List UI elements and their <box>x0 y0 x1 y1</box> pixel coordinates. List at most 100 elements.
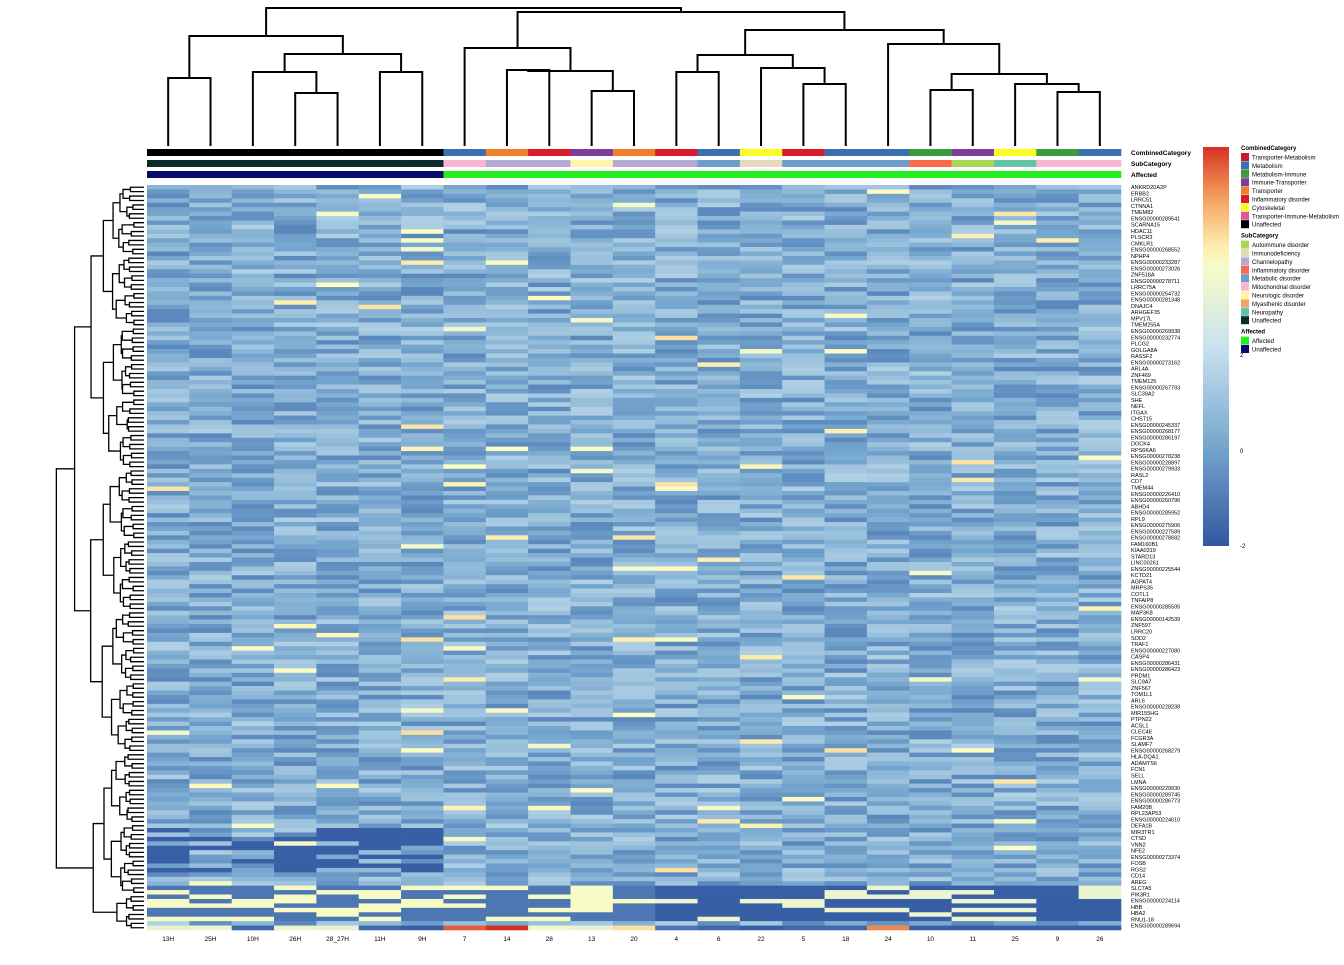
heatmap-cell <box>612 739 656 745</box>
heatmap-cell <box>739 823 783 829</box>
heatmap-cell <box>697 486 741 492</box>
heatmap-cell <box>401 322 444 328</box>
heatmap-cell <box>824 535 868 541</box>
heatmap-cell <box>528 309 571 314</box>
heatmap-cell <box>951 411 995 416</box>
heatmap-cell <box>909 801 952 807</box>
heatmap-cell <box>570 486 614 492</box>
heatmap-cell <box>909 925 952 931</box>
heatmap-cell <box>485 819 529 824</box>
heatmap-cell <box>189 495 232 501</box>
heatmap-cell <box>274 216 317 221</box>
heatmap-cell <box>401 530 444 536</box>
heatmap-cell <box>909 814 952 820</box>
heatmap-cell <box>782 286 825 292</box>
heatmap-cell <box>951 499 995 505</box>
heatmap-cell <box>147 832 190 838</box>
heatmap-cell <box>909 677 952 682</box>
heatmap-cell <box>443 907 487 913</box>
heatmap-cell <box>655 801 698 807</box>
heatmap-cell <box>528 282 571 288</box>
heatmap-cell <box>443 796 487 802</box>
heatmap-cell <box>655 774 698 780</box>
heatmap-cell <box>485 912 529 917</box>
heatmap-cell <box>612 393 656 399</box>
heatmap-cell <box>528 202 571 208</box>
heatmap-cell <box>866 699 910 705</box>
heatmap-cell <box>485 566 529 572</box>
heatmap-cell <box>1078 579 1122 585</box>
row-label: ENSG00000273374 <box>1131 855 1180 861</box>
heatmap-cell <box>316 650 360 656</box>
heatmap-cell <box>824 490 868 496</box>
heatmap-cell <box>570 295 614 301</box>
heatmap-cell <box>824 397 868 403</box>
heatmap-cell <box>443 424 487 430</box>
heatmap-cell <box>739 544 783 549</box>
heatmap-cell <box>401 490 444 496</box>
heatmap-cell <box>612 841 656 847</box>
heatmap-cell <box>401 468 444 474</box>
heatmap-cell <box>231 508 275 514</box>
row-dendrogram-link <box>132 665 144 672</box>
heatmap-cell <box>401 451 444 456</box>
heatmap-cell <box>316 238 360 243</box>
heatmap-cell <box>993 677 1037 682</box>
heatmap-cell <box>951 357 995 363</box>
heatmap-cell <box>866 411 910 416</box>
heatmap-cell <box>274 251 317 257</box>
heatmap-cell <box>951 867 995 873</box>
heatmap-cell <box>824 610 868 616</box>
heatmap-cell <box>697 681 741 687</box>
heatmap-cell <box>1036 247 1079 252</box>
heatmap-cell <box>697 247 741 252</box>
heatmap-cell <box>1036 876 1079 882</box>
heatmap-cell <box>782 912 825 917</box>
heatmap-cell <box>782 189 825 195</box>
heatmap-cell <box>274 535 317 541</box>
heatmap-cell <box>697 548 741 554</box>
heatmap-cell <box>570 344 614 350</box>
heatmap-cell <box>993 238 1037 243</box>
heatmap-cell <box>147 566 190 572</box>
heatmap-cell <box>316 185 360 190</box>
heatmap-cell <box>655 686 698 691</box>
heatmap-cell <box>528 264 571 270</box>
heatmap-cell <box>739 189 783 195</box>
heatmap-cell <box>528 357 571 363</box>
heatmap-cell <box>739 805 783 811</box>
heatmap-cell <box>655 233 698 239</box>
heatmap-cell <box>1078 242 1122 248</box>
heatmap-cell <box>231 659 275 665</box>
heatmap-cell <box>358 428 402 434</box>
heatmap-cell <box>274 433 317 439</box>
heatmap-cell <box>401 420 444 425</box>
heatmap-cell <box>866 318 910 323</box>
heatmap-cell <box>739 619 783 625</box>
heatmap-cell <box>443 437 487 443</box>
heatmap-cell <box>993 415 1037 421</box>
heatmap-cell <box>1078 885 1122 891</box>
heatmap-cell <box>147 646 190 651</box>
heatmap-cell <box>401 681 444 687</box>
heatmap-cell <box>570 659 614 665</box>
annotation-cell <box>739 149 783 156</box>
heatmap-cell <box>866 890 910 895</box>
heatmap-cell <box>401 402 444 408</box>
heatmap-cell <box>909 553 952 558</box>
heatmap-cell <box>697 349 741 354</box>
heatmap-cell <box>951 872 995 878</box>
heatmap-cell <box>951 548 995 554</box>
heatmap-cell <box>401 216 444 221</box>
heatmap-cell <box>274 570 317 576</box>
heatmap-cell <box>485 251 529 257</box>
heatmap-cell <box>1036 273 1079 279</box>
heatmap-cell <box>782 384 825 390</box>
heatmap-cell <box>612 508 656 514</box>
heatmap-cell <box>1078 757 1122 762</box>
heatmap-cell <box>993 495 1037 501</box>
heatmap-cell <box>612 650 656 656</box>
heatmap-cell <box>824 655 868 660</box>
heatmap-cell <box>1078 624 1122 629</box>
heatmap-cell <box>866 353 910 359</box>
